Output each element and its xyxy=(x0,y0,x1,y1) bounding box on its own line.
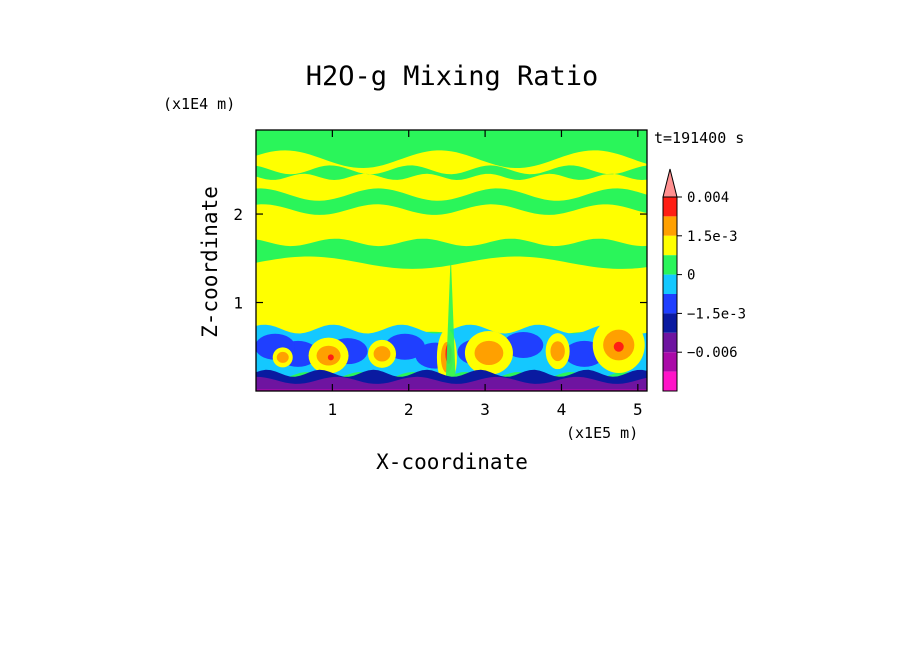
field-core-red xyxy=(613,341,624,352)
x-tick-label: 2 xyxy=(404,400,414,419)
colorbar: 0.004 1.5e-3 0 −1.5e-3 −0.006 xyxy=(662,168,746,392)
field-cell-orange xyxy=(474,340,504,366)
x-tick-label: 4 xyxy=(557,400,567,419)
colorbar-swatch xyxy=(663,332,677,353)
x-axis-label: X-coordinate xyxy=(376,450,528,474)
field-band-purple xyxy=(256,376,647,391)
colorbar-swatch xyxy=(663,294,677,314)
chart-title: H2O-g Mixing Ratio xyxy=(306,61,599,92)
colorbar-swatch xyxy=(663,235,677,256)
colorbar-label: 0.004 xyxy=(687,190,729,206)
field-cell-orange xyxy=(276,351,289,363)
y-axis-label: Z-coordinate xyxy=(198,186,222,338)
field-core-red xyxy=(327,354,334,361)
x-unit-label: (x1E5 m) xyxy=(566,424,638,442)
field-plume xyxy=(445,253,457,391)
colorbar-swatch xyxy=(663,313,677,333)
colorbar-swatch xyxy=(663,255,677,275)
colorbar-swatch xyxy=(663,274,677,294)
colorbar-swatch xyxy=(663,216,677,236)
field-band-yellow-mid xyxy=(256,204,647,247)
y-unit-label: (x1E4 m) xyxy=(163,95,235,113)
colorbar-label: 0 xyxy=(687,268,695,284)
colorbar-swatch xyxy=(663,371,677,391)
field-cell-orange xyxy=(373,346,391,362)
colorbar-frame xyxy=(662,196,678,392)
colorbar-label: −1.5e-3 xyxy=(687,306,746,322)
axis-ticks: 1 2 3 4 5 1 2 xyxy=(233,130,647,419)
y-tick-label: 1 xyxy=(233,294,243,313)
plot-frame xyxy=(255,129,648,392)
time-label: t=191400 s xyxy=(654,129,744,147)
colorbar-swatch xyxy=(663,352,677,372)
field-cell-orange xyxy=(550,341,565,362)
y-tick-label: 2 xyxy=(233,205,243,224)
colorbar-swatch xyxy=(663,197,677,217)
x-tick-label: 3 xyxy=(480,400,490,419)
x-tick-label: 1 xyxy=(328,400,338,419)
x-tick-label: 5 xyxy=(633,400,643,419)
field-eddy-blue xyxy=(503,331,544,358)
colorbar-label: −0.006 xyxy=(687,345,738,361)
field-band-green-thin xyxy=(256,165,647,180)
colorbar-arrow xyxy=(662,168,678,198)
field-surface-magenta xyxy=(256,389,647,391)
contour-field xyxy=(256,130,647,391)
colorbar-label: 1.5e-3 xyxy=(687,229,738,245)
